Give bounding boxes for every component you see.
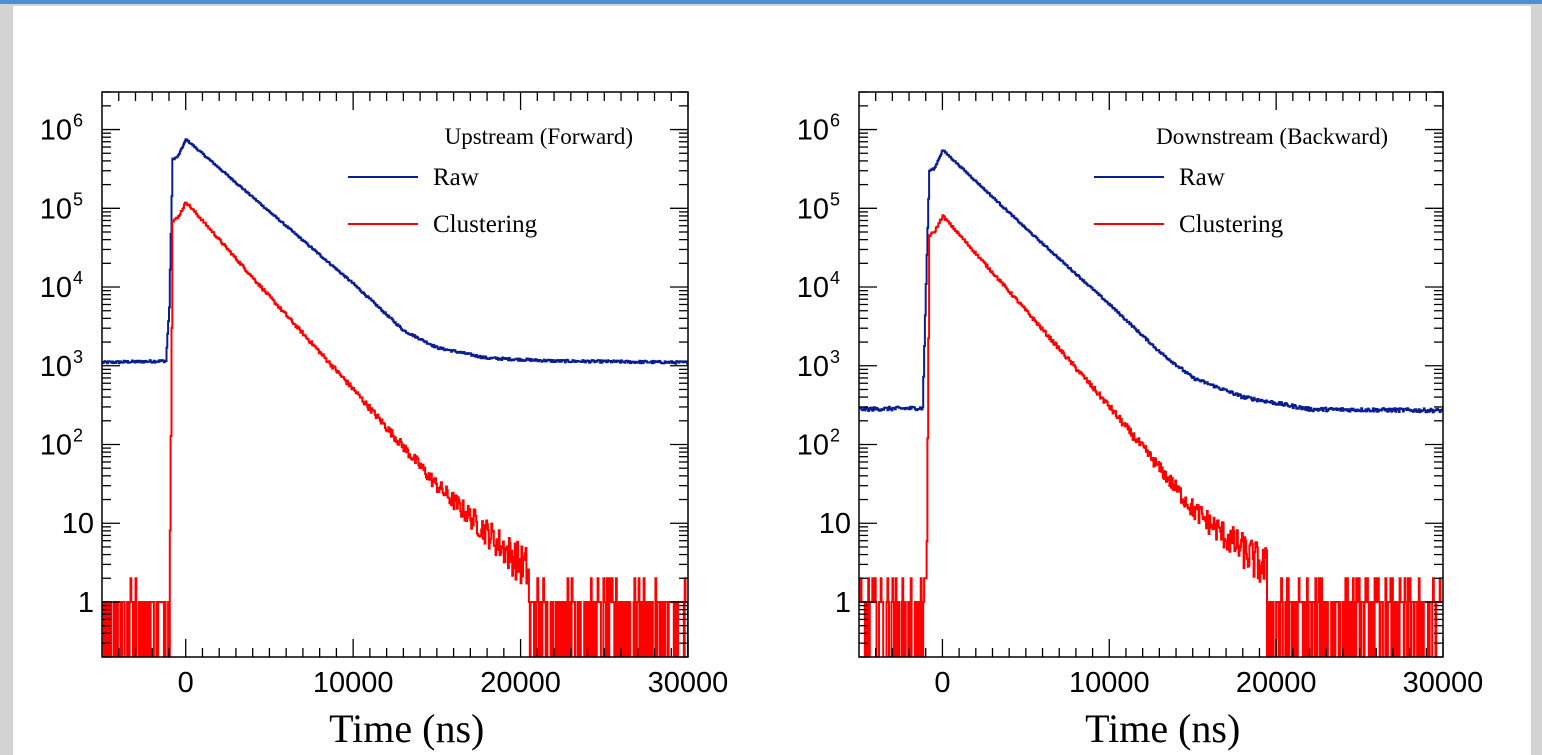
y-tick-exponent: 4 xyxy=(73,268,83,288)
y-tick-label: 10 xyxy=(819,508,851,540)
x-axis-title: Time (ns) xyxy=(1085,706,1240,751)
x-axis-title: Time (ns) xyxy=(329,706,484,751)
x-tick-label: 20000 xyxy=(480,667,561,699)
y-tick-exponent: 2 xyxy=(73,426,83,446)
y-tick-exponent: 3 xyxy=(73,347,83,367)
legend-label-raw: Raw xyxy=(433,164,479,191)
figure-canvas: 0 10000 20000 30000 1 10 10 2 10 3 10 4 10 5 10 6 Time (… xyxy=(13,6,1531,755)
y-tick-label: 10 xyxy=(797,430,829,462)
y-tick-label: 10 xyxy=(797,272,829,304)
y-tick-exponent: 2 xyxy=(830,426,840,446)
y-tick-label: 10 xyxy=(40,430,72,462)
series-line-clustering xyxy=(859,214,1443,657)
y-tick-label: 10 xyxy=(40,351,72,383)
y-tick-label: 1 xyxy=(835,587,851,619)
y-tick-exponent: 5 xyxy=(73,189,83,209)
y-tick-exponent: 3 xyxy=(830,347,840,367)
x-tick-label: 30000 xyxy=(1403,667,1484,699)
series-line-raw xyxy=(102,138,688,365)
legend-label-clustering: Clustering xyxy=(433,211,538,238)
y-tick-label: 10 xyxy=(40,115,72,147)
y-tick-label: 10 xyxy=(797,115,829,147)
window-top-border xyxy=(0,0,1542,4)
legend: Downstream (Backward) Raw Clustering xyxy=(1094,124,1388,238)
x-tick-label: 20000 xyxy=(1236,667,1317,699)
plot-area xyxy=(859,149,1443,657)
y-tick-label: 10 xyxy=(40,272,72,304)
x-axis: 0 10000 20000 30000 xyxy=(875,92,1484,699)
y-tick-exponent: 6 xyxy=(830,111,840,131)
y-tick-label: 10 xyxy=(797,351,829,383)
x-tick-label: 10000 xyxy=(313,667,394,699)
y-tick-exponent: 5 xyxy=(830,189,840,209)
series-line-raw xyxy=(859,149,1443,414)
x-axis: 0 10000 20000 30000 xyxy=(118,92,729,699)
y-tick-label: 10 xyxy=(40,193,72,225)
legend-title: Downstream (Backward) xyxy=(1156,124,1388,149)
y-tick-label: 1 xyxy=(78,587,94,619)
plot-area xyxy=(102,138,688,657)
legend: Upstream (Forward) Raw Clustering xyxy=(348,124,633,238)
y-tick-label: 10 xyxy=(797,193,829,225)
plot-frame xyxy=(101,91,689,658)
plot-frame xyxy=(858,91,1444,658)
series-line-clustering xyxy=(102,201,688,657)
x-tick-label: 0 xyxy=(178,667,194,699)
x-tick-label: 30000 xyxy=(648,667,729,699)
legend-label-clustering: Clustering xyxy=(1179,211,1284,238)
legend-label-raw: Raw xyxy=(1179,164,1225,191)
y-tick-exponent: 4 xyxy=(830,268,840,288)
x-tick-label: 10000 xyxy=(1069,667,1150,699)
y-tick-exponent: 6 xyxy=(73,111,83,131)
legend-title: Upstream (Forward) xyxy=(445,124,633,149)
x-tick-label: 0 xyxy=(934,667,950,699)
y-tick-label: 10 xyxy=(62,508,94,540)
